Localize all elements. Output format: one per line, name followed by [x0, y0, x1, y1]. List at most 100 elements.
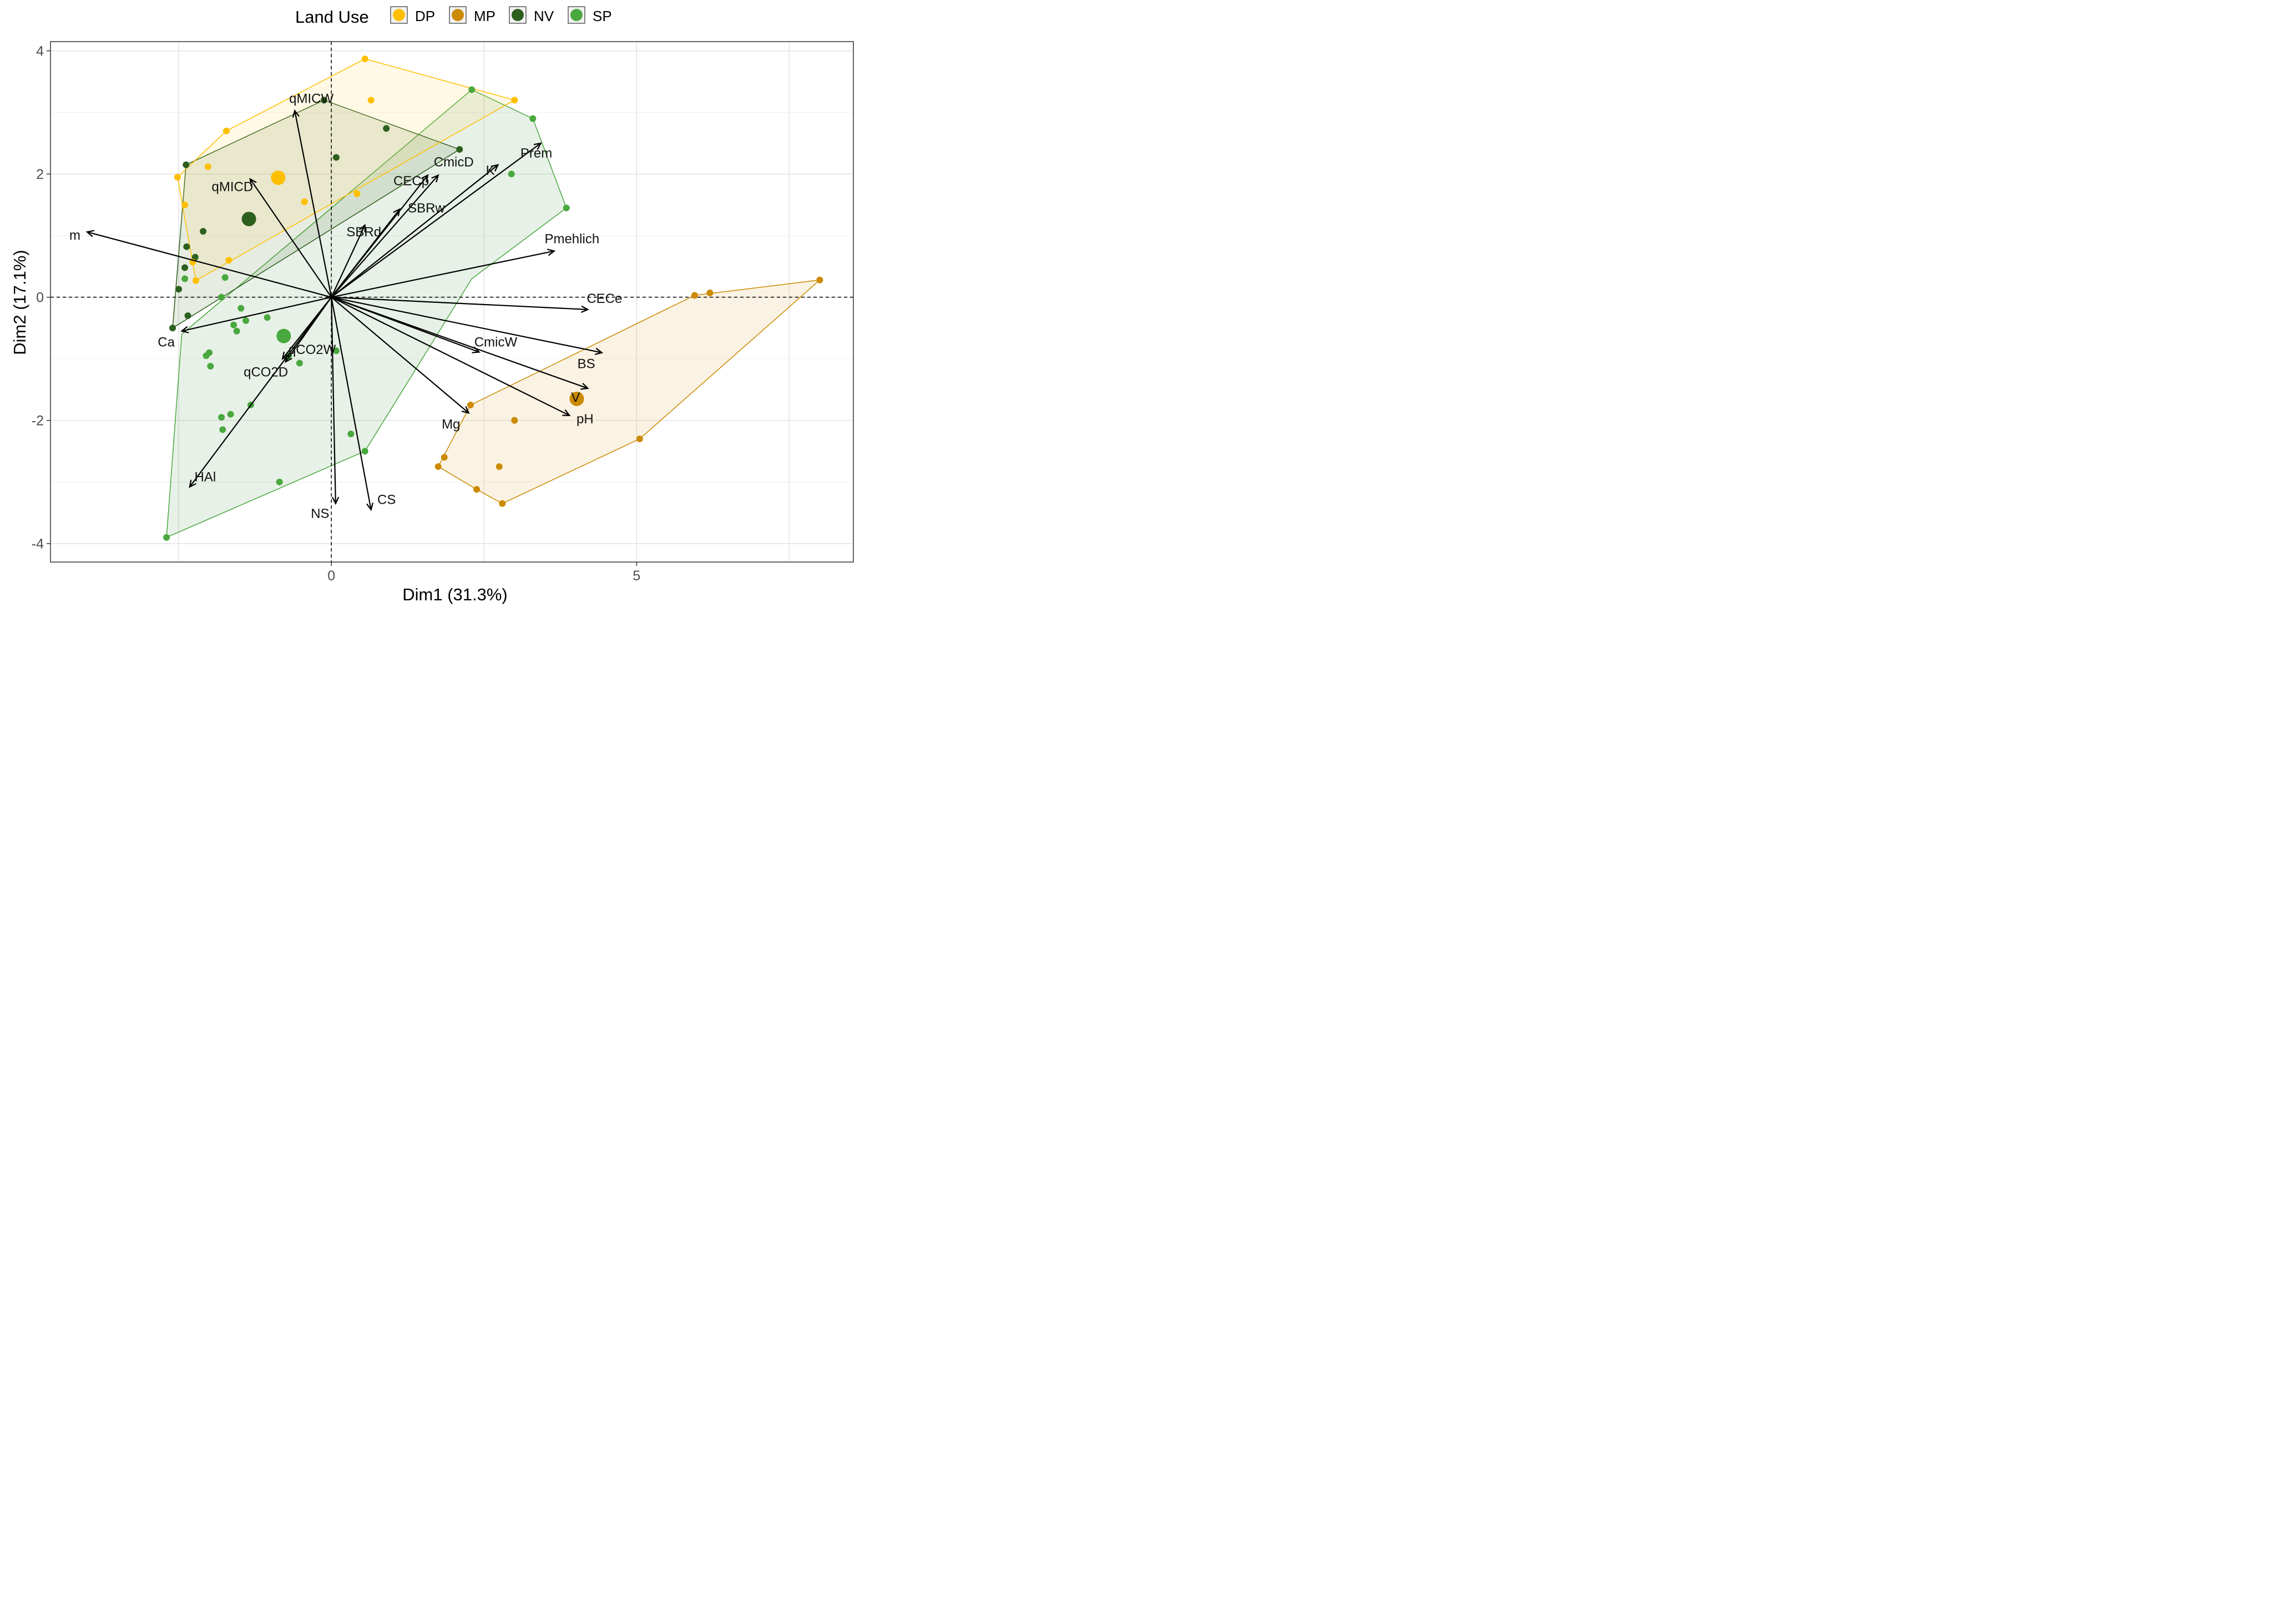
- arrow-cmicd: [331, 175, 439, 298]
- legend-entry-mp: MP: [449, 6, 495, 24]
- point-mp: [467, 401, 474, 408]
- arrow-mg: [331, 296, 469, 414]
- point-mp: [499, 500, 506, 507]
- point-nv: [332, 154, 340, 161]
- point-sp: [264, 314, 271, 321]
- arrow-cece: [331, 296, 588, 310]
- legend-key-mp: [452, 9, 464, 21]
- point-mp: [473, 486, 481, 493]
- arrow-qco2d: [282, 296, 332, 360]
- variable-label-qco2d: qCO2D: [244, 365, 288, 380]
- variable-labels: m qMICW qMICD SBRd CECp CmicD SBRw K Prem Pmehlic…: [69, 91, 622, 521]
- legend-entry-dp: DP: [390, 6, 435, 24]
- y-tick-label: -2: [32, 413, 44, 429]
- legend-key-sp: [570, 9, 583, 21]
- hull-mp: [437, 279, 821, 504]
- reference-lines: [50, 42, 853, 562]
- point-dp: [192, 277, 199, 284]
- arrow-m: [87, 231, 332, 298]
- point-sp: [221, 274, 229, 281]
- point-nv: [183, 161, 190, 169]
- point-mp: [691, 292, 698, 299]
- arrow-sbrd: [331, 225, 366, 298]
- legend-label-mp: MP: [474, 8, 495, 24]
- legend-label-dp: DP: [415, 8, 435, 24]
- hull-dp: [177, 58, 516, 281]
- x-tick-label: 5: [633, 568, 640, 584]
- arrow-sbrw: [331, 209, 401, 298]
- variable-label-cmicw: CmicW: [474, 335, 518, 350]
- legend-title: Land Use: [295, 7, 369, 27]
- variable-label-cs: CS: [377, 493, 396, 508]
- legend-entry-sp: SP: [568, 6, 612, 24]
- variable-label-sbrd: SBRd: [346, 225, 381, 240]
- variable-label-prem: Prem: [520, 146, 552, 161]
- point-dp: [511, 97, 518, 104]
- point-mp: [706, 289, 714, 296]
- arrow-v: [331, 296, 588, 389]
- point-sp: [296, 360, 303, 367]
- group-hulls: [166, 58, 821, 538]
- point-sp: [218, 414, 225, 421]
- arrowhead-bs: [594, 347, 604, 355]
- arrow-pmehlich: [331, 250, 555, 298]
- legend-entry-nv: NV: [509, 6, 554, 24]
- point-sp: [242, 317, 250, 324]
- arrow-qmicw: [294, 110, 332, 297]
- variable-label-cecp: CECp: [393, 174, 429, 189]
- point-sp: [163, 534, 170, 541]
- variable-label-ca: Ca: [158, 335, 175, 350]
- point-sp: [508, 170, 515, 178]
- arrowhead-sbrw: [393, 208, 401, 216]
- arrowhead-ca: [180, 326, 189, 333]
- point-mp: [441, 454, 448, 461]
- legend-label-sp: SP: [593, 8, 612, 24]
- x-axis-title: Dim1 (31.3%): [402, 585, 508, 604]
- point-dp: [174, 174, 181, 181]
- point-nv: [191, 254, 199, 261]
- y-axis-title: Dim2 (17.1%): [10, 250, 29, 355]
- point-sp: [181, 275, 189, 282]
- arrowhead-cmicd: [431, 174, 439, 183]
- legend-label-nv: NV: [534, 8, 554, 24]
- variable-label-m: m: [69, 228, 80, 243]
- point-sp: [207, 363, 214, 370]
- plot-background: [0, 0, 869, 611]
- point-nv: [175, 286, 183, 293]
- point-nv: [181, 264, 189, 271]
- point-sp: [468, 86, 476, 93]
- point-sp: [203, 352, 210, 360]
- point-nv: [456, 146, 463, 153]
- arrow-qco2w: [285, 297, 332, 362]
- arrowhead-cs: [366, 502, 374, 512]
- arrowhead-qmicw: [292, 109, 300, 118]
- point-nv: [183, 243, 190, 250]
- y-tick-label: 0: [36, 290, 44, 306]
- centroid-sp: [276, 328, 291, 343]
- point-sp: [219, 426, 226, 433]
- variable-label-v: V: [571, 390, 580, 405]
- point-sp: [563, 204, 570, 211]
- variable-label-qco2w: qCO2W: [289, 342, 336, 357]
- point-sp: [332, 347, 340, 355]
- arrowhead-ph: [562, 409, 571, 416]
- arrowhead-hal: [189, 479, 196, 488]
- legend: Land Use DP MP NV SP: [295, 6, 612, 27]
- point-dp: [222, 127, 230, 134]
- arrow-cs: [331, 297, 372, 510]
- arrowhead-qco2w: [285, 355, 292, 363]
- point-sp: [529, 115, 537, 122]
- arrowhead-pmehlich: [547, 249, 556, 256]
- variable-label-pmehlich: Pmehlich: [544, 231, 599, 246]
- point-nv: [169, 325, 176, 332]
- variable-label-ns: NS: [311, 507, 329, 522]
- arrowhead-cecp: [421, 174, 429, 183]
- centroid-dp: [271, 170, 286, 185]
- point-mp: [511, 417, 518, 424]
- variable-label-mg: Mg: [442, 417, 460, 432]
- panel-border: [50, 41, 854, 563]
- variable-label-ph: pH: [576, 412, 594, 427]
- arrowhead-sbrd: [358, 224, 366, 232]
- point-sp: [276, 478, 283, 485]
- variable-label-sbrw: SBRw: [408, 201, 445, 216]
